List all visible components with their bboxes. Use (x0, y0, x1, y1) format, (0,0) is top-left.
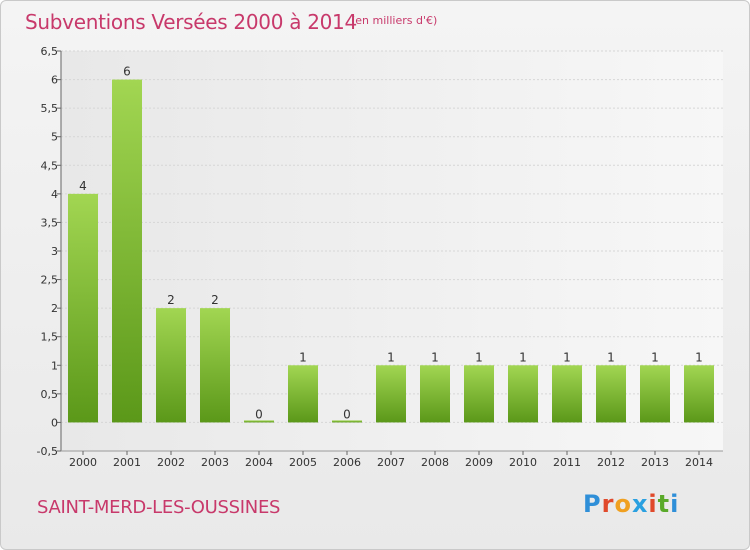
y-tick-label: 0,5 (41, 388, 59, 401)
data-label-2000: 4 (79, 179, 87, 193)
bar-2008[interactable] (420, 365, 450, 423)
bar-2006[interactable] (332, 420, 362, 423)
y-tick-label: 6 (51, 74, 58, 87)
x-tick-label-2012: 2012 (597, 456, 625, 469)
data-label-2014: 1 (695, 350, 703, 364)
y-tick-label: 1,5 (41, 331, 59, 344)
data-label-2002: 2 (167, 293, 175, 307)
data-label-2007: 1 (387, 350, 395, 364)
x-tick-label-2007: 2007 (377, 456, 405, 469)
data-label-2001: 6 (123, 65, 131, 79)
data-label-2011: 1 (563, 350, 571, 364)
x-tick-label-2000: 2000 (69, 456, 97, 469)
y-tick-label: 5 (51, 131, 58, 144)
y-tick-label: 3,5 (41, 216, 59, 229)
data-label-2009: 1 (475, 350, 483, 364)
x-tick-label-2008: 2008 (421, 456, 449, 469)
chart-title: Subventions Versées 2000 à 2014 (25, 10, 357, 34)
bar-2000[interactable] (68, 193, 98, 423)
bar-2012[interactable] (596, 365, 626, 423)
data-label-2010: 1 (519, 350, 527, 364)
y-tick-label: 2,5 (41, 274, 59, 287)
data-label-2012: 1 (607, 350, 615, 364)
bar-2014[interactable] (684, 365, 714, 423)
y-tick-label: 4 (51, 188, 58, 201)
data-label-2003: 2 (211, 293, 219, 307)
bar-2001[interactable] (112, 79, 142, 423)
chart-unit-subtitle: (en milliers d'€) (351, 14, 438, 27)
bar-2002[interactable] (156, 308, 186, 423)
y-tick-label: 3 (51, 245, 58, 258)
bar-2007[interactable] (376, 365, 406, 423)
y-tick-label: 5,5 (41, 102, 59, 115)
data-label-2008: 1 (431, 350, 439, 364)
x-tick-label-2013: 2013 (641, 456, 669, 469)
y-tick-label: 2 (51, 302, 58, 315)
bar-2010[interactable] (508, 365, 538, 423)
bar-2004[interactable] (244, 420, 274, 423)
bar-2013[interactable] (640, 365, 670, 423)
bar-2011[interactable] (552, 365, 582, 423)
data-label-2013: 1 (651, 350, 659, 364)
y-tick-label: -0,5 (37, 445, 58, 458)
x-tick-label-2003: 2003 (201, 456, 229, 469)
y-tick-label: 4,5 (41, 159, 59, 172)
x-tick-label-2010: 2010 (509, 456, 537, 469)
y-tick-label: 1 (51, 359, 58, 372)
x-tick-label-2001: 2001 (113, 456, 141, 469)
data-label-2005: 1 (299, 350, 307, 364)
x-tick-label-2006: 2006 (333, 456, 361, 469)
x-tick-label-2002: 2002 (157, 456, 185, 469)
data-label-2006: 0 (343, 407, 351, 421)
y-tick-label: 6,5 (41, 45, 59, 58)
x-tick-label-2005: 2005 (289, 456, 317, 469)
x-tick-label-2014: 2014 (685, 456, 713, 469)
commune-name: SAINT-MERD-LES-OUSSINES (37, 497, 281, 518)
x-tick-label-2009: 2009 (465, 456, 493, 469)
x-tick-label-2004: 2004 (245, 456, 273, 469)
y-tick-label: 0 (51, 416, 58, 429)
proxiti-logo[interactable]: Proxiti (583, 490, 680, 518)
bar-2003[interactable] (200, 308, 230, 423)
data-label-2004: 0 (255, 407, 263, 421)
bar-2005[interactable] (288, 365, 318, 423)
bar-2009[interactable] (464, 365, 494, 423)
x-tick-label-2011: 2011 (553, 456, 581, 469)
